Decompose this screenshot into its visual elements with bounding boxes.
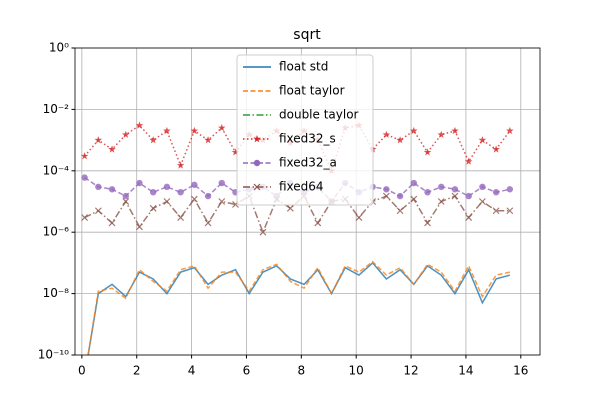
point [231,148,240,156]
point [259,228,267,236]
point [218,179,225,187]
legend-label: float taylor [279,84,345,98]
point [108,186,116,193]
point [314,219,322,227]
legend-box [236,54,374,206]
y-tick-label: 10⁻² [43,102,70,116]
point [478,136,487,144]
point [177,189,184,196]
point [410,126,418,135]
series-line [87,260,510,355]
legend-label: fixed64 [279,180,324,194]
x-tick-label: 4 [188,364,196,378]
legend: float std float taylor double taylor fixed3… [236,54,374,206]
x-tick-label: 14 [458,364,473,378]
plot-frame [74,47,541,356]
point [478,198,486,205]
point [177,214,185,221]
point [108,219,116,227]
point [383,186,390,193]
x-tick-label: 0 [78,364,86,378]
point [218,198,226,205]
x-tick-label: 2 [133,364,141,378]
chart-title: sqrt [293,27,321,43]
point [464,157,473,165]
point [437,198,445,205]
point [451,126,459,135]
point [465,214,473,221]
point [424,219,431,227]
point [506,126,514,135]
point [136,179,143,187]
point [94,207,102,215]
point [108,145,116,153]
x-tick-label: 8 [298,364,306,378]
point [204,192,212,200]
legend-label: fixed32_s [279,132,336,146]
point [396,136,404,144]
point [410,179,418,187]
point [438,183,445,191]
point [396,192,404,200]
point [163,183,171,191]
point [253,159,261,167]
point [253,183,261,191]
point [191,181,198,188]
legend-label: double taylor [279,108,359,122]
point [81,174,88,181]
point [451,192,459,200]
point [286,204,294,212]
point [424,189,431,196]
point [492,207,500,215]
point [506,186,514,193]
point [423,148,432,156]
point [122,192,129,200]
point [355,214,363,221]
point [492,145,500,153]
series-line [87,261,511,355]
point [121,130,130,138]
point [492,189,500,196]
point [217,123,226,132]
point [204,219,212,227]
point [136,223,143,231]
point [190,126,199,135]
point [451,186,459,193]
point [163,198,171,205]
point [176,161,185,169]
x-tick-label: 10 [349,364,364,378]
point [437,130,446,138]
legend-label: fixed32_a [279,156,337,170]
x-tick-label: 6 [243,364,251,378]
y-tick-label: 10⁻⁶ [43,225,70,239]
point [149,204,157,212]
legend-label: float std [279,60,328,74]
point [122,198,130,205]
point [190,195,198,203]
point [149,136,157,144]
y-tick-label: 10⁰ [49,41,69,55]
point [506,207,514,215]
point [382,130,391,138]
x-tick-label: 12 [403,364,418,378]
x-tick-label: 16 [513,364,528,378]
point [382,192,390,200]
point [465,192,472,200]
y-tick-label: 10⁻¹⁰ [38,348,69,362]
point [163,126,171,135]
y-tick-label: 10⁻⁴ [43,163,70,177]
point [479,183,486,191]
point [135,121,144,129]
point [95,183,102,191]
point [253,135,261,143]
point [80,152,89,160]
y-tick-label: 10⁻⁸ [43,286,70,300]
point [204,136,212,144]
point [81,214,89,221]
point [410,195,418,203]
point [396,207,404,215]
point [94,136,103,144]
point [149,189,157,196]
